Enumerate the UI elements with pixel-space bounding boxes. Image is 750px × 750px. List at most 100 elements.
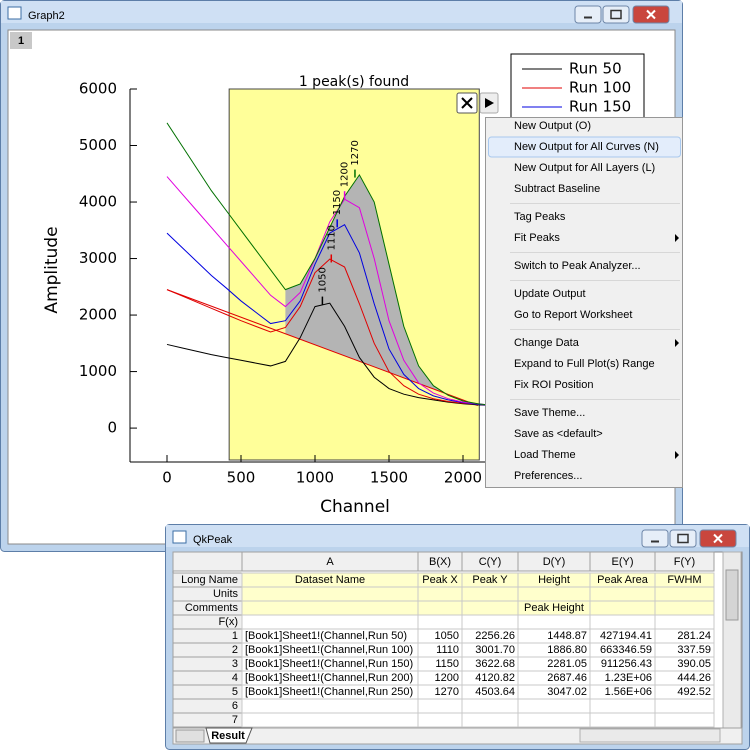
row-header-label: 4 xyxy=(232,672,238,684)
x-tick-label: 1000 xyxy=(296,469,334,487)
cell[interactable] xyxy=(517,698,591,714)
menu-item-label: Expand to Full Plot(s) Range xyxy=(514,358,655,370)
series-line xyxy=(166,258,493,406)
cell[interactable] xyxy=(241,698,419,714)
menu-item[interactable]: Fix ROI Position xyxy=(514,379,593,391)
cell[interactable] xyxy=(417,698,463,714)
cell-text: 3001.70 xyxy=(475,644,515,656)
row-header-label: 5 xyxy=(232,686,238,698)
menu-item[interactable]: Change Data xyxy=(514,337,679,349)
menu-item-label: Save Theme... xyxy=(514,407,585,419)
cell-text: Peak Area xyxy=(597,574,649,586)
cell-text: 1.56E+06 xyxy=(605,686,652,698)
peak-label: 1110 xyxy=(326,225,337,250)
column-header-label: C(Y) xyxy=(479,556,502,568)
cell[interactable] xyxy=(517,614,591,630)
column-header-label: F(Y) xyxy=(674,556,695,568)
button-face xyxy=(602,5,630,24)
menu-item-label: Preferences... xyxy=(514,470,582,482)
column-header-label: A xyxy=(326,556,334,568)
column-header[interactable] xyxy=(654,551,715,572)
minimize-button[interactable] xyxy=(574,5,602,24)
cell-text: Peak Height xyxy=(524,602,584,614)
sheet-nav[interactable] xyxy=(175,729,205,743)
menu-item[interactable]: Fit Peaks xyxy=(514,232,679,244)
cell[interactable] xyxy=(461,586,519,602)
maximize-button[interactable] xyxy=(602,5,630,24)
menu-highlight xyxy=(488,136,681,158)
cell[interactable] xyxy=(654,712,715,728)
close-button[interactable] xyxy=(632,5,670,24)
icon xyxy=(651,540,659,543)
legend-label: Run 50 xyxy=(569,60,622,78)
cell-text: 4120.82 xyxy=(475,672,515,684)
menu-item[interactable]: Subtract Baseline xyxy=(514,183,600,195)
cell[interactable] xyxy=(241,586,419,602)
scroll-thumb[interactable] xyxy=(725,569,739,621)
window-icon[interactable] xyxy=(172,530,187,544)
cell[interactable] xyxy=(461,698,519,714)
cell[interactable] xyxy=(589,586,656,602)
menu-item[interactable]: New Output for All Layers (L) xyxy=(514,162,655,174)
cell[interactable] xyxy=(241,712,419,728)
horizontal-scrollbar[interactable] xyxy=(579,728,721,743)
cell[interactable] xyxy=(417,712,463,728)
cell[interactable] xyxy=(461,712,519,728)
cell-text: 337.59 xyxy=(677,644,711,656)
y-tick-label: 3000 xyxy=(79,249,117,267)
icon xyxy=(713,533,723,544)
cell[interactable] xyxy=(654,698,715,714)
roi-close-button[interactable] xyxy=(456,92,478,114)
menu-item[interactable]: New Output for All Curves (N) xyxy=(514,141,659,153)
cell[interactable] xyxy=(589,698,656,714)
cell-text: 1200 xyxy=(435,672,459,684)
menu-item[interactable]: Load Theme xyxy=(514,449,679,461)
cell[interactable] xyxy=(461,600,519,616)
window-icon[interactable] xyxy=(7,6,22,20)
layer-label: 1 xyxy=(18,35,24,47)
cell-text: FWHM xyxy=(667,574,701,586)
cell[interactable] xyxy=(654,614,715,630)
menu-item-label: Load Theme xyxy=(514,449,576,461)
menu-item[interactable]: Save Theme... xyxy=(514,407,585,419)
roi-menu-button[interactable] xyxy=(479,92,499,114)
cell[interactable] xyxy=(417,600,463,616)
submenu-arrow xyxy=(675,234,679,242)
menu-item[interactable]: Go to Report Worksheet xyxy=(514,309,632,321)
sheet-tab[interactable] xyxy=(205,727,253,744)
cell[interactable] xyxy=(517,586,591,602)
close-button[interactable] xyxy=(699,529,737,548)
menu-panel xyxy=(485,117,683,488)
layer-tab[interactable] xyxy=(10,32,32,49)
cell[interactable] xyxy=(589,600,656,616)
cell[interactable] xyxy=(589,614,656,630)
menu-item[interactable]: Expand to Full Plot(s) Range xyxy=(514,358,655,370)
cell[interactable] xyxy=(461,614,519,630)
y-tick-label: 1000 xyxy=(79,362,117,380)
cell[interactable] xyxy=(654,600,715,616)
menu-item[interactable]: Switch to Peak Analyzer... xyxy=(514,260,641,272)
menu-item[interactable]: Preferences... xyxy=(514,470,582,482)
cell[interactable] xyxy=(654,586,715,602)
maximize-button[interactable] xyxy=(669,529,697,548)
x-tick-label: 2000 xyxy=(444,469,482,487)
submenu-arrow xyxy=(675,451,679,459)
cell[interactable] xyxy=(241,614,419,630)
button-face xyxy=(669,529,697,548)
cell[interactable] xyxy=(417,586,463,602)
cell-text: 1270 xyxy=(435,686,459,698)
cell-text: 492.52 xyxy=(677,686,711,698)
cell[interactable] xyxy=(241,600,419,616)
cell-text: [Book1]Sheet1!(Channel,Run 100) xyxy=(245,644,413,656)
cell[interactable] xyxy=(417,614,463,630)
cell-text: [Book1]Sheet1!(Channel,Run 150) xyxy=(245,658,413,670)
menu-item[interactable]: Tag Peaks xyxy=(514,211,566,223)
cell[interactable] xyxy=(589,712,656,728)
cell-text: 2281.05 xyxy=(547,658,587,670)
cell[interactable] xyxy=(517,712,591,728)
minimize-button[interactable] xyxy=(641,529,669,548)
menu-item[interactable]: Update Output xyxy=(514,288,586,300)
menu-item[interactable]: New Output (O) xyxy=(514,120,591,132)
menu-item[interactable]: Save as <default> xyxy=(514,428,603,440)
row-header-label: Comments xyxy=(185,602,239,614)
